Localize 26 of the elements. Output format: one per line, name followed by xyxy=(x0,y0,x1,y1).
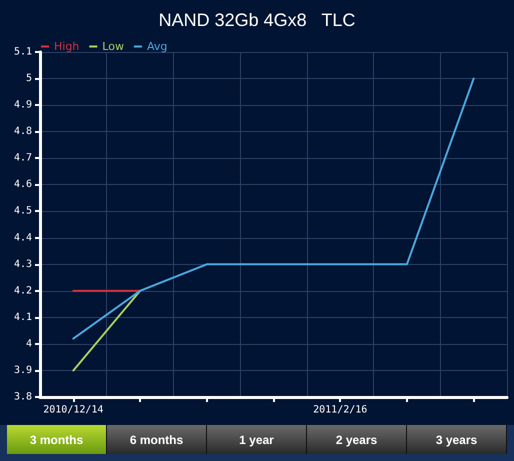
y-tick-label: 5 xyxy=(26,73,32,84)
line-series xyxy=(72,78,475,340)
y-tick-label: 4.1 xyxy=(14,312,32,323)
text: 6 months xyxy=(107,425,207,454)
y-tick-label: 3.9 xyxy=(14,364,32,376)
text: 2 years xyxy=(307,425,407,454)
legend-label: High xyxy=(54,40,80,53)
y-tick-label: 4.4 xyxy=(14,232,32,244)
text: 3 months xyxy=(7,425,107,454)
y-tick-label: 5.1 xyxy=(14,46,32,58)
x-tick-label: 2010/12/14 xyxy=(43,404,104,416)
x-tick-label: 2011/2/16 xyxy=(313,404,368,416)
y-tick-label: 4.5 xyxy=(14,206,32,217)
legend-label: Avg xyxy=(146,40,168,53)
y-tick-label: 4.7 xyxy=(14,152,32,164)
legend-label: Low xyxy=(102,40,124,53)
y-tick-label: 4.6 xyxy=(14,179,32,190)
y-tick-label: 4.3 xyxy=(14,258,32,270)
y-tick-label: 3.8 xyxy=(14,392,32,402)
y-tick-label: 4.8 xyxy=(14,126,32,138)
chart-title: NAND 32Gb 4Gx8 TLC xyxy=(158,10,356,30)
text: 1 year xyxy=(207,425,307,454)
y-tick-label: 4.2 xyxy=(14,285,32,296)
y-tick-label: 4 xyxy=(26,338,32,350)
text: 3 years xyxy=(407,425,507,454)
y-tick-label: 4.9 xyxy=(14,100,32,111)
